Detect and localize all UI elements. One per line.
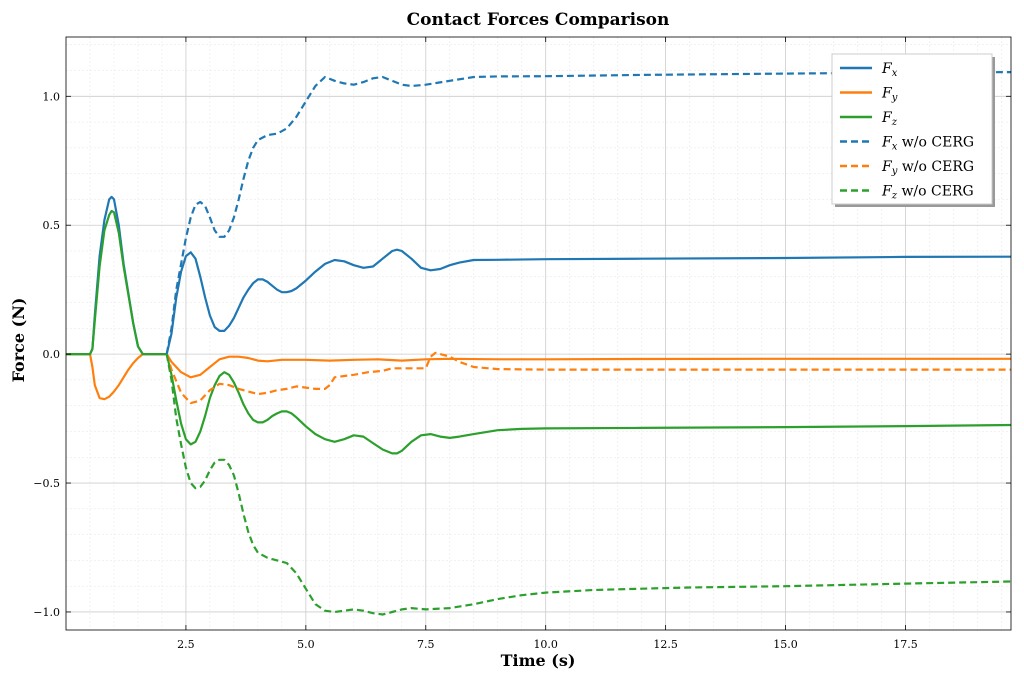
y-tick-label: 0.0 <box>43 348 61 361</box>
legend: Fx Fy Fz Fx w/o CERG Fy w/o CERG Fz w/o CERG <box>831 53 995 207</box>
x-tick-label: 12.5 <box>653 638 678 651</box>
series-line-f-y <box>66 353 1011 401</box>
series-line-f-z-w-o-cerg <box>165 353 1012 616</box>
x-tick-label: 15.0 <box>773 638 798 651</box>
x-tick-label: 7.5 <box>417 638 435 651</box>
chart-title: Contact Forces Comparison <box>407 10 670 30</box>
y-tick-label: 1.0 <box>43 90 61 103</box>
legend-label-f-y-w-o-cerg: Fy w/o CERG <box>881 159 974 177</box>
plot-frame <box>65 36 1012 631</box>
y-axis-label: Force (N) <box>9 298 28 383</box>
x-tick-label: 17.5 <box>893 638 918 651</box>
x-tick-label: 5.0 <box>297 638 315 651</box>
grid <box>66 37 1011 630</box>
series-line-f-y-w-o-cerg <box>165 351 1011 405</box>
legend-label-f-y: Fy <box>881 86 898 104</box>
legend-label-f-x-w-o-cerg: Fx w/o CERG <box>881 135 974 153</box>
series-line-f-z <box>66 209 1012 455</box>
x-axis-label: Time (s) <box>501 651 576 670</box>
x-tick-label: 10.0 <box>533 638 558 651</box>
legend-label-f-z-w-o-cerg: Fz w/o CERG <box>881 184 974 202</box>
y-tick-label: −0.5 <box>33 477 60 490</box>
y-tick-label: 0.5 <box>43 219 61 232</box>
legend-box <box>831 53 993 205</box>
x-tick-label: 2.5 <box>177 638 195 651</box>
series-lines <box>66 71 1012 616</box>
series-line-f-x <box>66 195 1012 356</box>
series-line-f-x-w-o-cerg <box>165 71 1012 355</box>
legend-label-f-x: Fx <box>881 61 898 79</box>
axis-ticks: 2.5 5.0 7.5 10.0 12.5 15.0 17.5 −1.0 −0.5 0.0 0.5 1… <box>33 37 1011 651</box>
y-tick-label: −1.0 <box>33 606 60 619</box>
legend-label-f-z: Fz <box>881 110 898 128</box>
